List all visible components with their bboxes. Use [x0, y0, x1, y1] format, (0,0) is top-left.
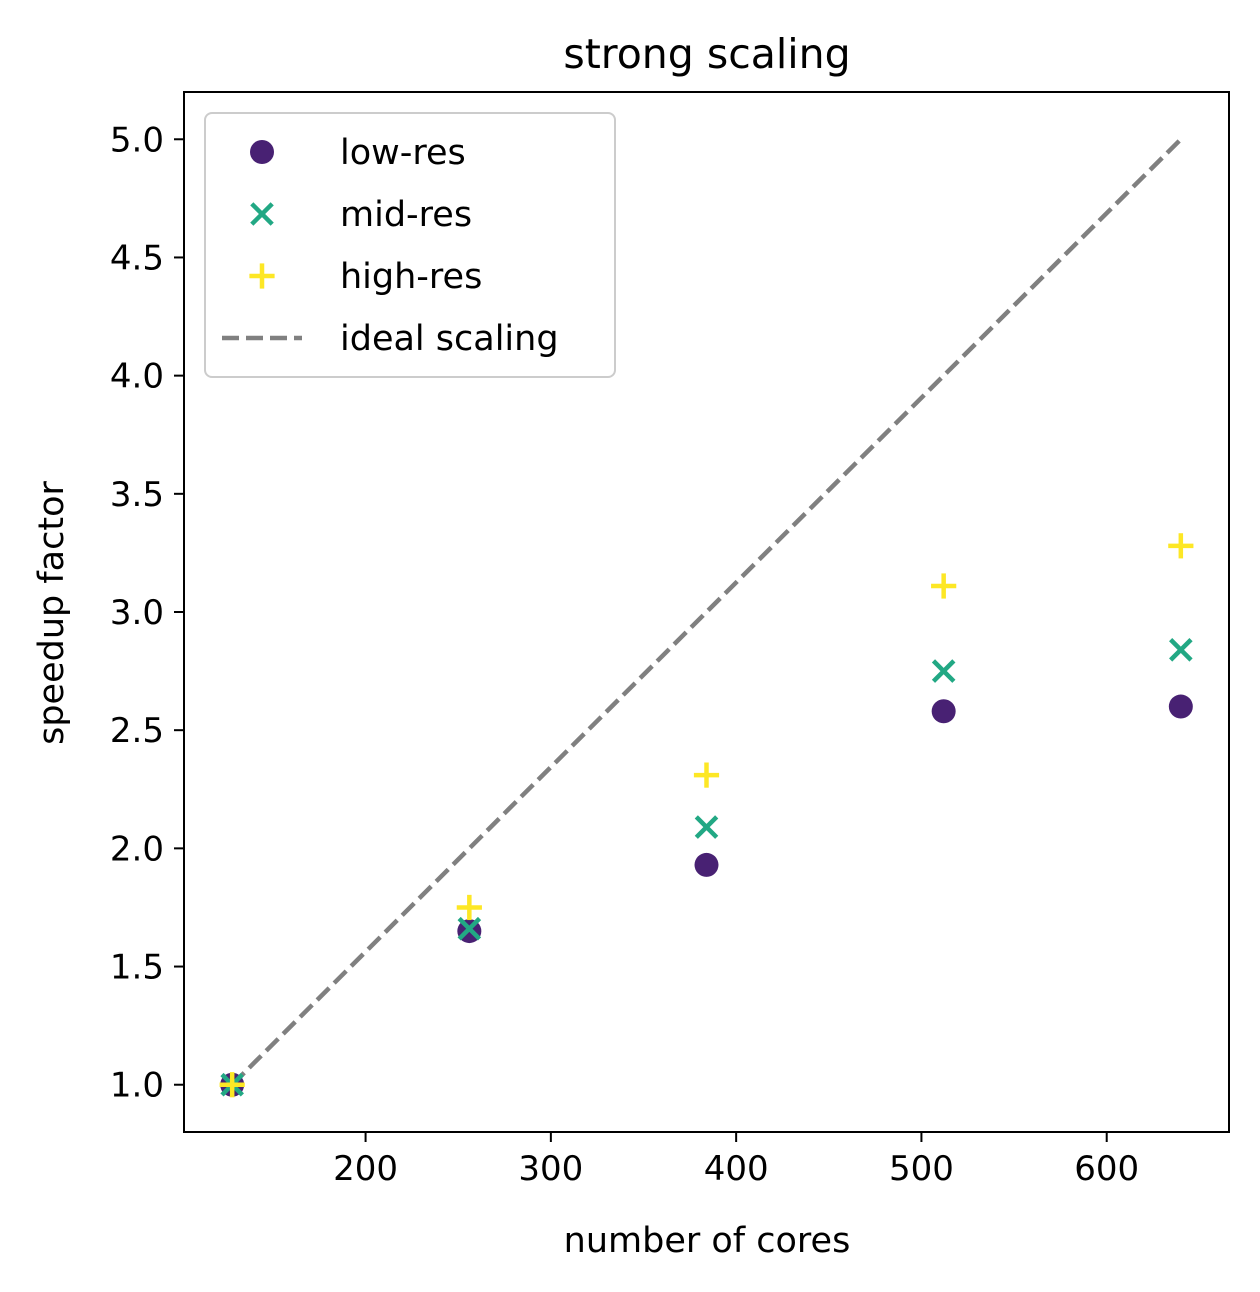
legend-marker-mid-res — [250, 202, 274, 226]
x-axis: 200 300 400 500 600 — [333, 1132, 1139, 1189]
legend: low-res mid-res high-res ideal scaling — [204, 112, 616, 378]
low-res-point — [931, 699, 956, 724]
ideal-scaling-line-layer — [230, 137, 1183, 1087]
y-axis-title: speedup factor — [32, 480, 72, 744]
legend-label-low-res: low-res — [340, 133, 466, 173]
x-tick-label: 600 — [1074, 1149, 1139, 1189]
mid-res-point — [1169, 638, 1193, 662]
mid-res-point — [931, 659, 956, 683]
y-tick-label: 3.0 — [110, 593, 164, 633]
plot-frame — [183, 91, 1230, 1133]
legend-label-mid-res: mid-res — [340, 195, 472, 235]
high-res-point — [931, 573, 957, 599]
x-tick-label: 500 — [889, 1149, 954, 1189]
high-res-point — [456, 894, 482, 921]
ideal-scaling-line — [230, 137, 1183, 1087]
mid-res-point — [694, 815, 719, 839]
y-tick-label: 4.0 — [110, 357, 164, 397]
low-res-point — [1168, 694, 1193, 719]
legend-box — [204, 112, 616, 378]
legend-marker-high-res — [249, 263, 275, 289]
mid-res-point — [457, 916, 482, 941]
x-tick-label: 300 — [518, 1149, 583, 1189]
y-tick-label: 4.5 — [110, 238, 164, 278]
y-tick-label: 3.5 — [110, 475, 164, 515]
legend-label-ideal-scaling: ideal scaling — [340, 319, 559, 359]
x-axis-title: number of cores — [564, 1221, 851, 1261]
y-tick-label: 1.5 — [110, 948, 164, 988]
y-tick-label: 2.5 — [110, 711, 164, 751]
data-points — [219, 533, 1194, 1098]
legend-label-high-res: high-res — [340, 257, 482, 297]
low-res-point — [694, 852, 719, 877]
y-tick-label: 5.0 — [110, 120, 164, 160]
x-tick-label: 400 — [704, 1149, 769, 1189]
legend-marker-low-res — [250, 140, 274, 164]
high-res-point — [1168, 533, 1194, 559]
high-res-point — [219, 1072, 245, 1098]
high-res-point — [693, 762, 720, 788]
y-tick-label: 1.0 — [110, 1066, 164, 1106]
x-tick-label: 200 — [333, 1149, 398, 1189]
y-tick-label: 2.0 — [110, 829, 164, 869]
y-axis: 1.0 1.5 2.0 2.5 3.0 3.5 4.0 4.5 5.0 — [110, 120, 184, 1106]
chart-title: strong scaling — [563, 30, 850, 78]
